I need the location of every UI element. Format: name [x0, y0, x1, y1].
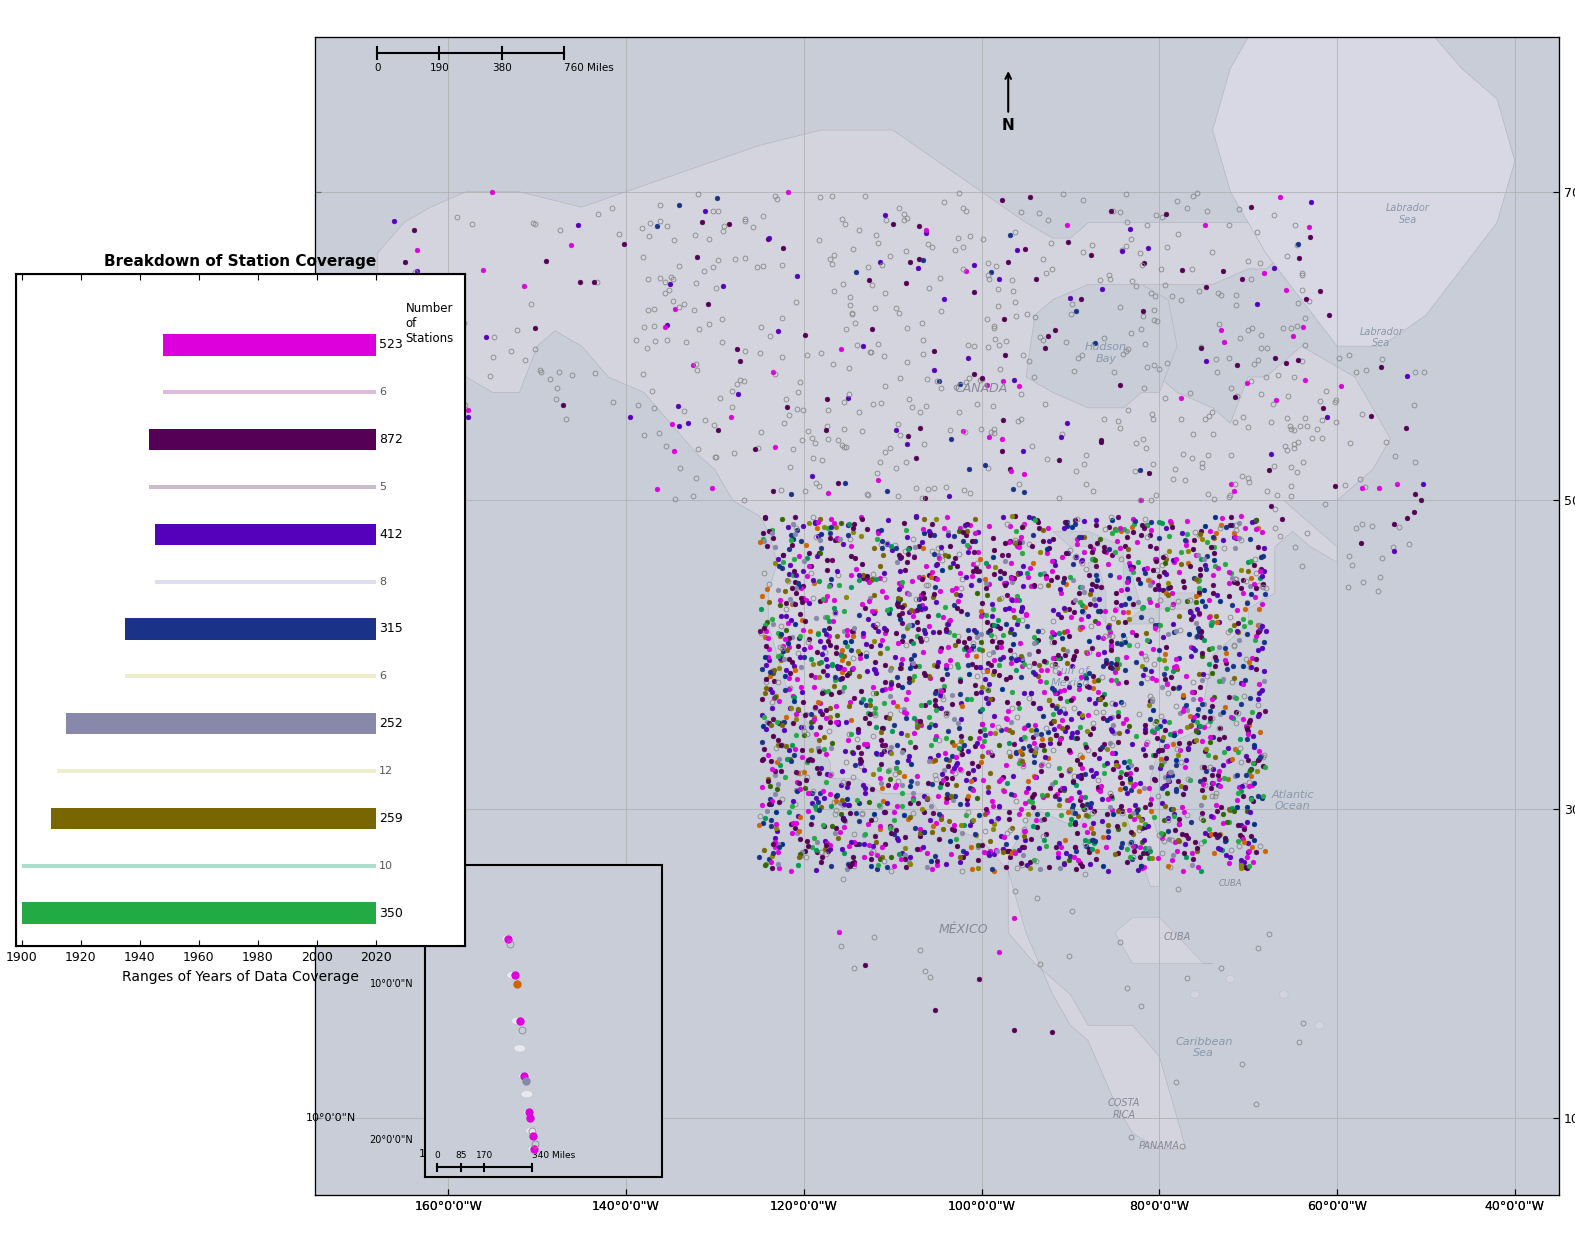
Bar — [124, 675, 376, 679]
Bar — [164, 391, 376, 395]
Text: 872: 872 — [380, 433, 403, 446]
Ellipse shape — [512, 1017, 523, 1025]
Bar — [22, 903, 376, 924]
Text: 85: 85 — [455, 1152, 466, 1160]
Text: Atlantic
Ocean: Atlantic Ocean — [1271, 789, 1314, 812]
Ellipse shape — [518, 1072, 531, 1079]
Ellipse shape — [1279, 991, 1288, 998]
Bar — [148, 486, 376, 489]
Text: 315: 315 — [380, 622, 403, 635]
Polygon shape — [1125, 609, 1159, 624]
Polygon shape — [1125, 563, 1142, 609]
Polygon shape — [1025, 284, 1177, 408]
Polygon shape — [1213, 0, 1515, 346]
Text: Gulf of
Mexico: Gulf of Mexico — [1051, 666, 1090, 687]
Text: Labrador
Sea: Labrador Sea — [1359, 326, 1403, 349]
Polygon shape — [1052, 532, 1125, 563]
Text: 340 Miles: 340 Miles — [531, 1152, 575, 1160]
Text: 10°0'0"N: 10°0'0"N — [370, 980, 413, 990]
Polygon shape — [1115, 918, 1213, 964]
Text: 252: 252 — [380, 717, 403, 730]
Text: 190: 190 — [430, 63, 449, 73]
Polygon shape — [1159, 593, 1195, 609]
Text: Hudson
Bay: Hudson Bay — [1085, 342, 1128, 364]
Text: 6: 6 — [380, 387, 386, 397]
Text: 523: 523 — [380, 339, 403, 351]
Text: 10°0'0"N: 10°0'0"N — [306, 1113, 356, 1123]
Text: CANADA: CANADA — [954, 382, 1008, 396]
Polygon shape — [1088, 563, 1106, 624]
Text: COSTA
RICA: COSTA RICA — [1107, 1098, 1140, 1120]
Ellipse shape — [1225, 975, 1235, 982]
Text: Number
of
Stations: Number of Stations — [406, 303, 454, 345]
Ellipse shape — [523, 1109, 536, 1116]
Ellipse shape — [521, 1091, 532, 1098]
Text: Caribbean
Sea: Caribbean Sea — [1175, 1037, 1232, 1058]
Text: N: N — [1002, 118, 1014, 133]
Text: 380: 380 — [491, 63, 512, 73]
Text: 6: 6 — [380, 671, 386, 681]
Ellipse shape — [513, 1045, 526, 1052]
Text: 0: 0 — [435, 1152, 439, 1160]
Text: 0: 0 — [373, 63, 381, 73]
Text: 12: 12 — [380, 766, 394, 776]
Bar — [22, 864, 376, 868]
Text: 412: 412 — [380, 528, 403, 540]
Text: 5: 5 — [380, 482, 386, 492]
Text: Labrador
Sea: Labrador Sea — [1386, 203, 1430, 224]
Text: 170: 170 — [476, 1152, 493, 1160]
Text: 259: 259 — [380, 812, 403, 825]
Ellipse shape — [507, 971, 518, 979]
Ellipse shape — [1315, 1021, 1323, 1030]
Ellipse shape — [502, 935, 513, 942]
Bar — [124, 619, 376, 640]
Text: PANAMA: PANAMA — [1139, 1140, 1180, 1150]
Polygon shape — [378, 129, 1391, 1149]
Ellipse shape — [1191, 991, 1199, 998]
Text: 8: 8 — [380, 576, 386, 586]
Text: 160°0'0"W: 160°0'0"W — [419, 1149, 479, 1159]
Text: 760 Miles: 760 Miles — [564, 63, 614, 73]
Bar — [164, 334, 376, 356]
Bar — [148, 430, 376, 451]
X-axis label: Ranges of Years of Data Coverage: Ranges of Years of Data Coverage — [121, 970, 359, 984]
Text: 10: 10 — [380, 860, 394, 870]
Bar — [66, 713, 376, 735]
Text: CUBA: CUBA — [1219, 879, 1243, 889]
Text: MÉXICO: MÉXICO — [939, 923, 989, 936]
Text: 350: 350 — [380, 906, 403, 920]
Text: CUBA: CUBA — [1164, 933, 1191, 942]
Ellipse shape — [526, 1127, 537, 1134]
Title: Breakdown of Station Coverage: Breakdown of Station Coverage — [104, 254, 376, 269]
Text: 20°0'0"N: 20°0'0"N — [370, 1135, 413, 1145]
Ellipse shape — [528, 1145, 540, 1153]
Bar — [154, 524, 376, 545]
Bar — [154, 580, 376, 584]
Bar — [50, 808, 376, 829]
Bar — [57, 769, 376, 773]
